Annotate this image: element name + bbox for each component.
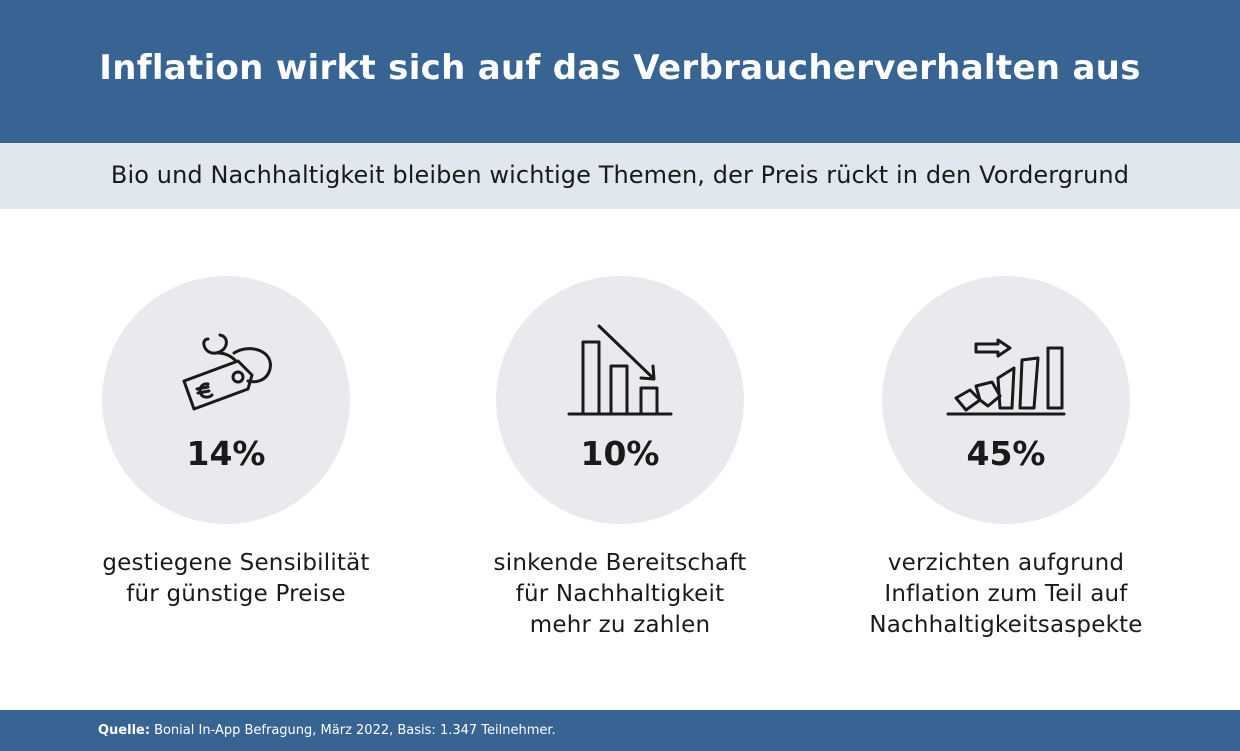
subtitle-banner: Bio und Nachhaltigkeit bleiben wichtige … — [0, 143, 1240, 209]
source-text: Bonial In-App Befragung, März 2022, Basi… — [154, 723, 556, 738]
header-banner: Inflation wirkt sich auf das Verbraucher… — [0, 0, 1240, 143]
caption-line: verzichten aufgrund — [887, 550, 1125, 576]
stat-value: 14% — [186, 434, 266, 473]
page-subtitle: Bio und Nachhaltigkeit bleiben wichtige … — [110, 161, 1130, 189]
source-label: Quelle: — [98, 723, 151, 738]
caption-line: für Nachhaltigkeit — [515, 581, 725, 607]
stat-value: 45% — [966, 434, 1046, 473]
price-tag-euro-icon — [174, 331, 278, 422]
caption-line: sinkende Bereitschaft — [493, 550, 747, 576]
caption-line: Inflation zum Teil auf — [884, 581, 1128, 607]
caption-line: mehr zu zahlen — [529, 612, 711, 638]
stat-circle-sustainability-willingness: 10% — [496, 276, 744, 524]
rising-bar-chart-icon — [946, 338, 1066, 423]
stat-circle-price-sensitivity: 14% — [102, 276, 350, 524]
stat-value: 10% — [580, 434, 660, 473]
caption-line: gestiegene Sensibilität — [102, 550, 370, 576]
page-title: Inflation wirkt sich auf das Verbraucher… — [99, 47, 1141, 88]
caption-line: Nachhaltigkeitsaspekte — [869, 612, 1143, 638]
footer-source-bar: Quelle: Bonial In-App Befragung, März 20… — [0, 710, 1240, 751]
stat-caption-sustainability-willingness: sinkende Bereitschaft für Nachhaltigkeit… — [460, 548, 780, 641]
stat-caption-price-sensitivity: gestiegene Sensibilität für günstige Pre… — [76, 548, 396, 610]
stat-caption-sustainability-waiver: verzichten aufgrund Inflation zum Teil a… — [846, 548, 1166, 641]
caption-line: für günstige Preise — [126, 581, 346, 607]
declining-bar-chart-icon — [565, 322, 675, 423]
stat-circle-sustainability-waiver: 45% — [882, 276, 1130, 524]
